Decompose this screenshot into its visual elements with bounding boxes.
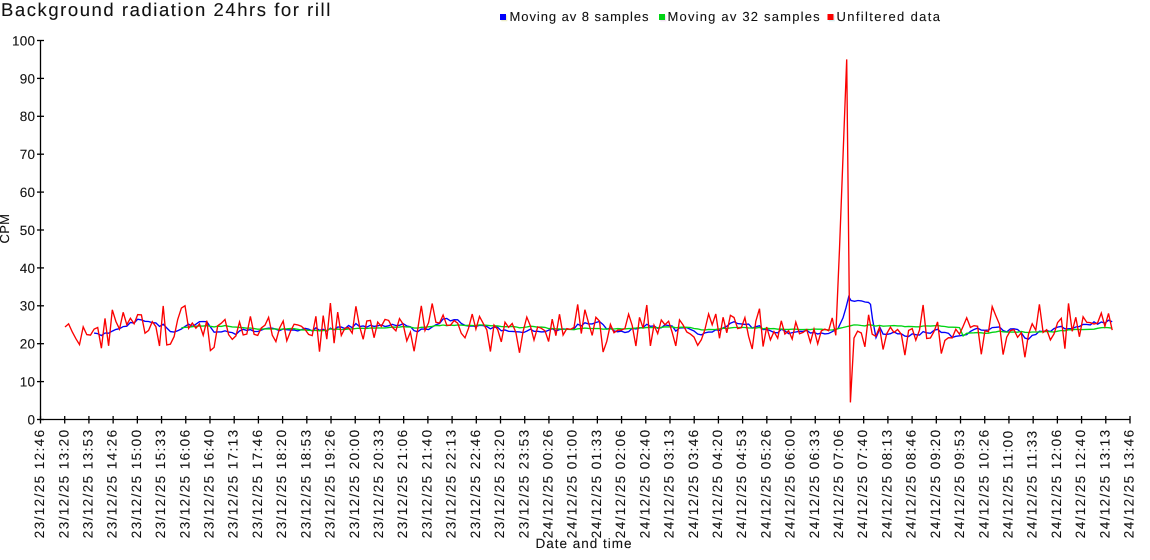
- svg-text:Unfiltered data: Unfiltered data: [837, 9, 942, 24]
- svg-text:80: 80: [20, 109, 36, 124]
- svg-text:24/12/25 04:53: 24/12/25 04:53: [734, 429, 749, 539]
- svg-text:24/12/25 06:33: 24/12/25 06:33: [807, 429, 822, 539]
- svg-text:50: 50: [20, 223, 36, 238]
- svg-text:0: 0: [28, 412, 36, 427]
- svg-text:90: 90: [20, 71, 36, 86]
- svg-text:23/12/25 12:46: 23/12/25 12:46: [32, 429, 47, 539]
- svg-text:23/12/25 22:13: 23/12/25 22:13: [444, 429, 459, 539]
- svg-text:23/12/25 18:20: 23/12/25 18:20: [274, 429, 289, 539]
- svg-text:CPM: CPM: [0, 214, 12, 244]
- svg-text:24/12/25 02:40: 24/12/25 02:40: [637, 429, 652, 539]
- svg-text:24/12/25 13:13: 24/12/25 13:13: [1097, 429, 1112, 539]
- svg-text:24/12/25 09:53: 24/12/25 09:53: [952, 429, 967, 539]
- svg-text:24/12/25 09:20: 24/12/25 09:20: [928, 429, 943, 539]
- svg-text:24/12/25 06:00: 24/12/25 06:00: [783, 429, 798, 539]
- svg-text:23/12/25 14:26: 23/12/25 14:26: [105, 429, 120, 539]
- svg-text:70: 70: [20, 147, 36, 162]
- svg-text:23/12/25 17:46: 23/12/25 17:46: [250, 429, 265, 539]
- svg-text:24/12/25 05:26: 24/12/25 05:26: [758, 429, 773, 539]
- svg-text:23/12/25 13:53: 23/12/25 13:53: [80, 429, 95, 539]
- svg-text:24/12/25 12:40: 24/12/25 12:40: [1073, 429, 1088, 539]
- svg-text:Moving av 32 samples: Moving av 32 samples: [668, 9, 821, 24]
- svg-text:30: 30: [20, 299, 36, 314]
- svg-text:Date and time: Date and time: [535, 536, 632, 551]
- svg-text:24/12/25 12:06: 24/12/25 12:06: [1049, 429, 1064, 539]
- svg-text:24/12/25 01:00: 24/12/25 01:00: [565, 429, 580, 539]
- svg-text:23/12/25 20:00: 23/12/25 20:00: [347, 429, 362, 539]
- svg-text:60: 60: [20, 185, 36, 200]
- svg-text:23/12/25 15:00: 23/12/25 15:00: [129, 429, 144, 539]
- svg-text:24/12/25 03:46: 24/12/25 03:46: [686, 429, 701, 539]
- svg-text:23/12/25 20:33: 23/12/25 20:33: [371, 429, 386, 539]
- svg-text:24/12/25 01:33: 24/12/25 01:33: [589, 429, 604, 539]
- svg-text:23/12/25 19:26: 23/12/25 19:26: [323, 429, 338, 539]
- svg-text:100: 100: [12, 33, 35, 48]
- svg-text:24/12/25 10:26: 24/12/25 10:26: [976, 429, 991, 539]
- svg-text:23/12/25 23:53: 23/12/25 23:53: [516, 429, 531, 539]
- svg-text:40: 40: [20, 261, 36, 276]
- svg-text:24/12/25 00:26: 24/12/25 00:26: [540, 429, 555, 539]
- svg-text:23/12/25 21:40: 23/12/25 21:40: [419, 429, 434, 539]
- svg-text:Moving av 8 samples: Moving av 8 samples: [510, 9, 650, 24]
- svg-text:23/12/25 18:53: 23/12/25 18:53: [298, 429, 313, 539]
- svg-text:23/12/25 16:06: 23/12/25 16:06: [177, 429, 192, 539]
- svg-text:24/12/25 07:40: 24/12/25 07:40: [855, 429, 870, 539]
- svg-text:Background radiation 24hrs for: Background radiation 24hrs for rill: [1, 0, 332, 20]
- svg-text:20: 20: [20, 337, 36, 352]
- svg-text:10: 10: [20, 375, 36, 390]
- svg-text:23/12/25 16:40: 23/12/25 16:40: [202, 429, 217, 539]
- svg-text:24/12/25 08:13: 24/12/25 08:13: [879, 429, 894, 539]
- svg-text:23/12/25 22:46: 23/12/25 22:46: [468, 429, 483, 539]
- svg-text:23/12/25 23:20: 23/12/25 23:20: [492, 429, 507, 539]
- svg-text:24/12/25 02:06: 24/12/25 02:06: [613, 429, 628, 539]
- svg-text:24/12/25 11:33: 24/12/25 11:33: [1025, 430, 1040, 539]
- svg-text:23/12/25 13:20: 23/12/25 13:20: [56, 429, 71, 539]
- svg-text:23/12/25 15:33: 23/12/25 15:33: [153, 429, 168, 539]
- svg-text:23/12/25 21:06: 23/12/25 21:06: [395, 429, 410, 539]
- svg-text:24/12/25 07:06: 24/12/25 07:06: [831, 429, 846, 539]
- svg-text:24/12/25 13:46: 24/12/25 13:46: [1122, 429, 1137, 539]
- svg-text:24/12/25 03:13: 24/12/25 03:13: [662, 429, 677, 539]
- svg-text:24/12/25 04:20: 24/12/25 04:20: [710, 429, 725, 539]
- svg-text:24/12/25 08:46: 24/12/25 08:46: [904, 429, 919, 539]
- svg-text:23/12/25 17:13: 23/12/25 17:13: [226, 429, 241, 539]
- svg-text:24/12/25 11:00: 24/12/25 11:00: [1000, 430, 1015, 539]
